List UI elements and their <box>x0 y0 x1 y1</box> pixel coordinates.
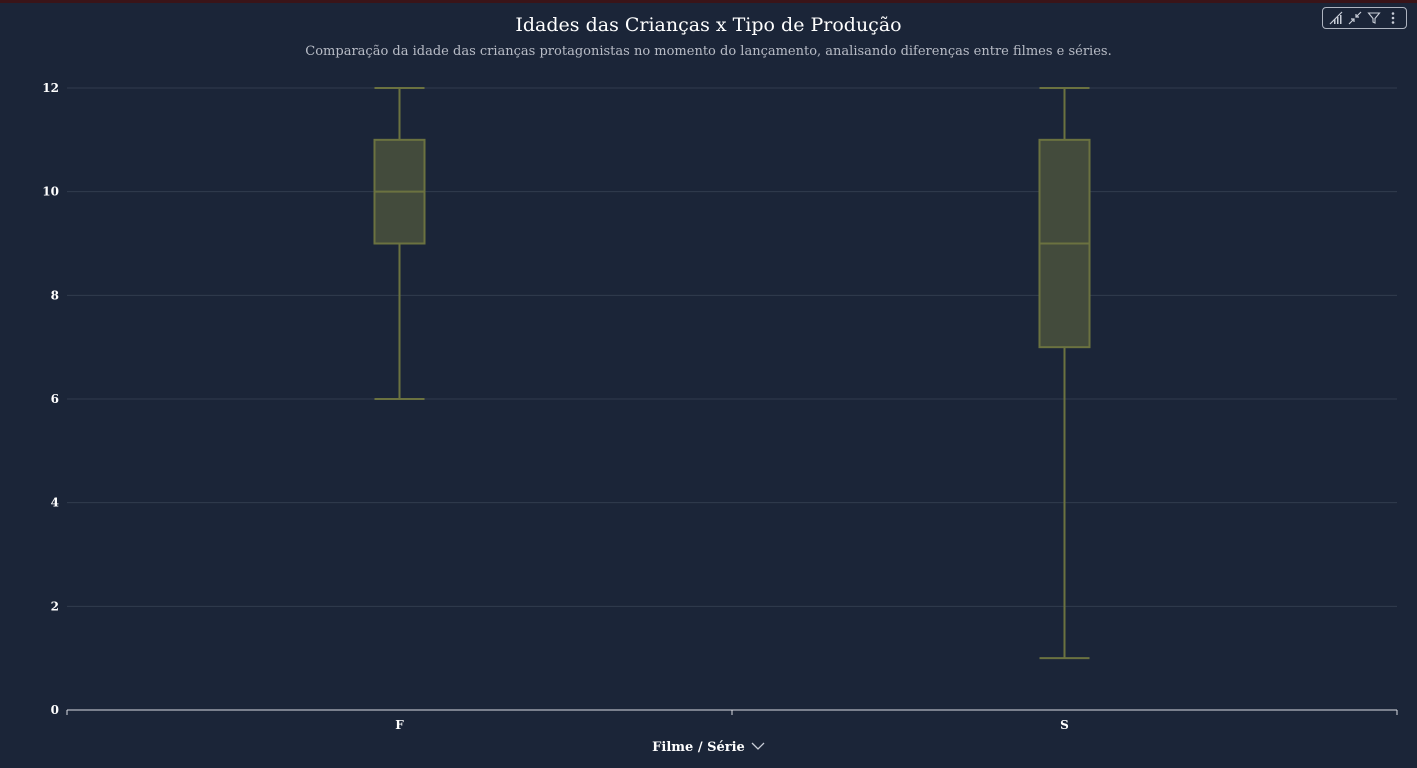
y-tick-label: 12 <box>42 81 59 95</box>
y-tick-label: 8 <box>51 288 59 302</box>
y-tick-label: 10 <box>42 185 59 199</box>
collapse-icon[interactable] <box>1347 10 1363 26</box>
chart-subtitle: Comparação da idade das crianças protago… <box>305 44 1112 59</box>
y-tick-label: 4 <box>51 496 59 510</box>
filter-icon[interactable] <box>1366 10 1382 26</box>
y-tick-label: 2 <box>51 599 59 613</box>
analytics-icon[interactable] <box>1328 10 1344 26</box>
x-axis-title: Filme / Série <box>652 740 745 755</box>
y-tick-label: 0 <box>51 703 59 717</box>
window-top-border <box>0 0 1417 3</box>
visual-toolbar <box>1322 7 1407 29</box>
y-tick-label: 6 <box>51 392 59 406</box>
chart-title: Idades das Crianças x Tipo de Produção <box>515 14 902 36</box>
x-tick-label: F <box>395 718 404 732</box>
x-axis-title-wrap: Filme / Série <box>0 740 1417 755</box>
chevron-down-icon[interactable] <box>751 740 765 755</box>
more-options-icon[interactable] <box>1385 10 1401 26</box>
x-tick-label: S <box>1060 718 1069 732</box>
